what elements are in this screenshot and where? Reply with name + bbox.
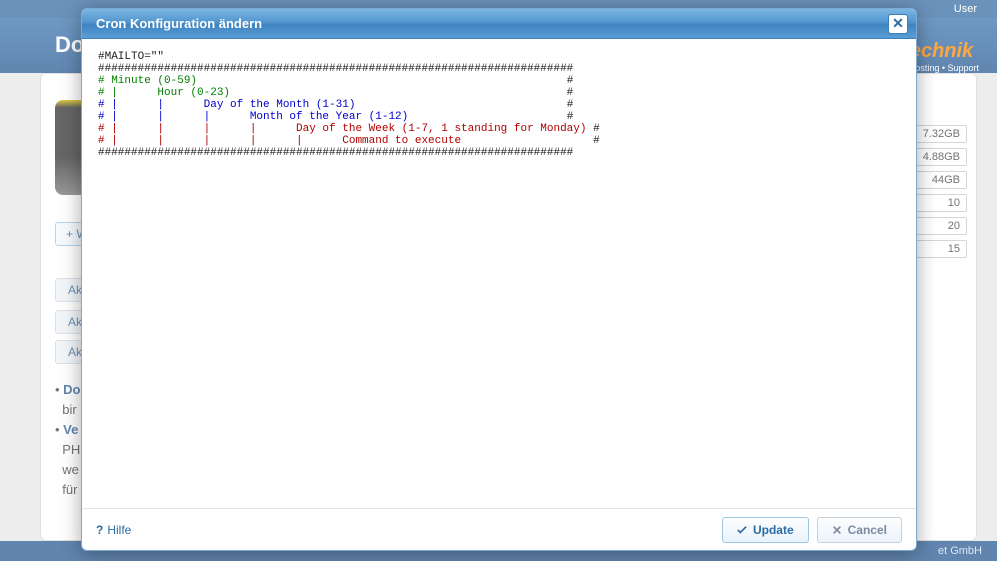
- modal-body: #MAILTO="" #############################…: [82, 39, 916, 508]
- cron-config-modal: Cron Konfiguration ändern ✕ #MAILTO="" #…: [81, 8, 917, 551]
- modal-title: Cron Konfiguration ändern: [96, 16, 888, 31]
- help-link[interactable]: ?Hilfe: [96, 523, 131, 537]
- close-icon[interactable]: ✕: [888, 14, 908, 34]
- help-icon: ?: [96, 523, 103, 537]
- check-icon: [737, 525, 747, 535]
- update-button[interactable]: Update: [722, 517, 809, 543]
- cancel-button[interactable]: Cancel: [817, 517, 902, 543]
- modal-header: Cron Konfiguration ändern ✕: [82, 9, 916, 39]
- cron-editor[interactable]: #MAILTO="" #############################…: [98, 51, 900, 500]
- close-icon: [832, 525, 842, 535]
- modal-footer: ?Hilfe Update Cancel: [82, 508, 916, 550]
- cron-text: #MAILTO="" #############################…: [98, 51, 900, 159]
